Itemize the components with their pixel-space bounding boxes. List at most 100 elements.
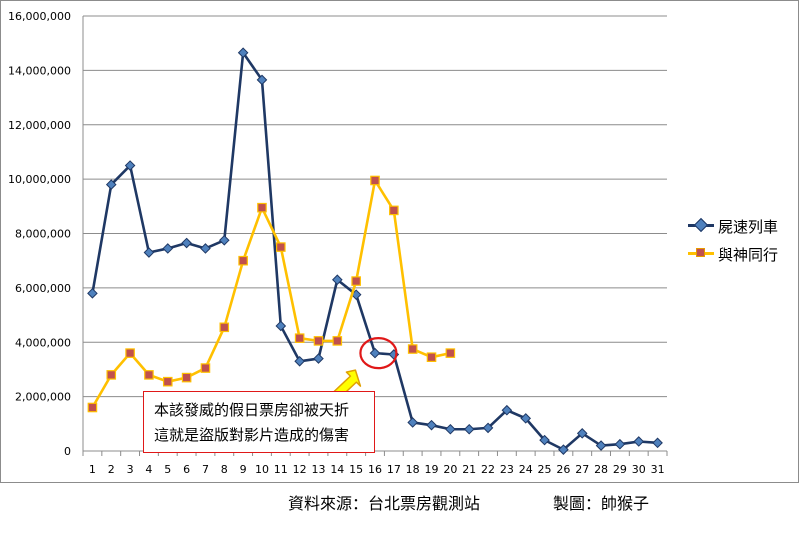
legend-marker-square	[696, 248, 705, 257]
annotation-box: 本該發威的假日票房卻被天折 這就是盜版對影片造成的傷害	[143, 391, 375, 453]
data-point-2	[389, 205, 399, 216]
data-point-1	[407, 417, 418, 428]
x-tick-label: 26	[556, 463, 570, 476]
x-tick-label: 23	[500, 463, 514, 476]
data-point-2	[144, 370, 154, 380]
footer-credit: 製圖：帥猴子	[553, 494, 650, 513]
x-tick-label: 25	[538, 463, 552, 476]
data-point-1	[614, 438, 626, 450]
data-point-2	[294, 333, 305, 343]
data-point-1	[426, 419, 437, 431]
data-point-2	[219, 322, 230, 333]
x-tick-label: 18	[406, 463, 420, 476]
x-tick-label: 15	[349, 463, 363, 476]
x-tick-label: 14	[330, 463, 344, 476]
x-tick-label: 20	[443, 463, 457, 476]
data-point-1	[482, 422, 494, 434]
data-point-2	[125, 348, 135, 358]
data-point-1	[143, 247, 155, 258]
data-point-1	[237, 47, 249, 59]
x-tick-label: 30	[632, 463, 646, 476]
annotation-line-1: 本該發威的假日票房卻被天折	[154, 401, 350, 419]
y-tick-label: 6,000,000	[15, 282, 71, 295]
y-tick-label: 0	[64, 445, 71, 458]
x-tick-label: 8	[221, 463, 228, 476]
legend-label-series-2: 與神同行	[718, 246, 779, 264]
x-tick-label: 6	[183, 463, 190, 476]
x-tick-label: 29	[613, 463, 627, 476]
footer-source: 資料來源：台北票房觀測站	[288, 494, 481, 513]
data-point-1	[124, 160, 136, 171]
data-point-1	[294, 355, 305, 367]
data-point-2	[426, 352, 437, 363]
x-tick-label: 28	[594, 463, 608, 476]
x-tick-label: 12	[293, 463, 307, 476]
y-tick-label: 16,000,000	[8, 10, 71, 23]
data-point-1	[200, 243, 211, 254]
y-tick-label: 4,000,000	[15, 336, 71, 349]
x-tick-label: 4	[145, 463, 152, 476]
y-tick-label: 8,000,000	[15, 228, 71, 241]
x-tick-label: 22	[481, 463, 495, 476]
x-tick-label: 19	[425, 463, 439, 476]
data-point-1	[445, 423, 456, 435]
y-tick-label: 14,000,000	[8, 64, 71, 77]
data-point-1	[576, 428, 588, 439]
data-point-2	[332, 336, 343, 346]
data-point-2	[276, 242, 286, 252]
data-point-1	[369, 347, 381, 359]
data-point-1	[558, 444, 569, 455]
x-tick-label: 27	[575, 463, 589, 476]
data-point-1	[501, 404, 513, 416]
data-point-1	[652, 437, 663, 449]
data-point-2	[407, 344, 418, 354]
x-tick-label: 21	[462, 463, 476, 476]
data-point-2	[106, 370, 117, 380]
line-chart: 0 2,000,000 4,000,000 6,000,000 8,000,000 10,…	[8, 10, 668, 476]
x-tick-label: 1	[89, 463, 96, 476]
x-tick-label: 9	[240, 463, 247, 476]
x-tick-label: 31	[651, 463, 665, 476]
x-tick-label: 24	[519, 463, 533, 476]
data-point-1	[181, 237, 192, 249]
data-point-2	[313, 336, 324, 346]
data-point-1	[520, 413, 532, 424]
x-tick-label: 13	[311, 463, 325, 476]
annotation-line-2: 這就是盜版對影片造成的傷害	[154, 426, 350, 444]
x-tick-label: 7	[202, 463, 209, 476]
data-point-1	[275, 320, 287, 332]
x-tick-label: 11	[274, 463, 288, 476]
x-tick-label: 17	[387, 463, 401, 476]
x-tick-label: 5	[164, 463, 171, 476]
x-tick-label: 2	[108, 463, 115, 476]
data-point-1	[313, 353, 324, 364]
data-point-2	[238, 255, 248, 266]
data-point-1	[105, 179, 117, 190]
data-point-1	[218, 234, 230, 246]
y-tick-label: 12,000,000	[8, 119, 71, 132]
data-point-2	[351, 276, 361, 286]
data-point-1	[332, 274, 343, 286]
data-point-2	[200, 363, 211, 373]
data-point-2	[445, 348, 456, 358]
y-tick-label: 2,000,000	[15, 391, 71, 404]
data-point-1	[633, 436, 645, 447]
data-point-1	[87, 288, 98, 299]
data-point-1	[539, 434, 550, 446]
x-tick-label: 16	[368, 463, 382, 476]
data-point-1	[463, 423, 475, 435]
data-point-2	[162, 376, 173, 387]
x-tick-label: 10	[255, 463, 269, 476]
data-point-1	[256, 74, 268, 86]
y-tick-label: 10,000,000	[8, 173, 71, 186]
legend-label-series-1: 屍速列車	[718, 218, 779, 236]
chart-frame: 0 2,000,000 4,000,000 6,000,000 8,000,000 10,…	[0, 0, 799, 483]
highlight-circle	[359, 337, 398, 370]
data-point-1	[595, 440, 607, 451]
data-point-2	[87, 402, 98, 413]
data-point-1	[162, 243, 174, 254]
data-point-2	[370, 175, 380, 186]
data-point-2	[181, 372, 192, 383]
data-point-2	[257, 202, 267, 213]
x-tick-label: 3	[127, 463, 134, 476]
